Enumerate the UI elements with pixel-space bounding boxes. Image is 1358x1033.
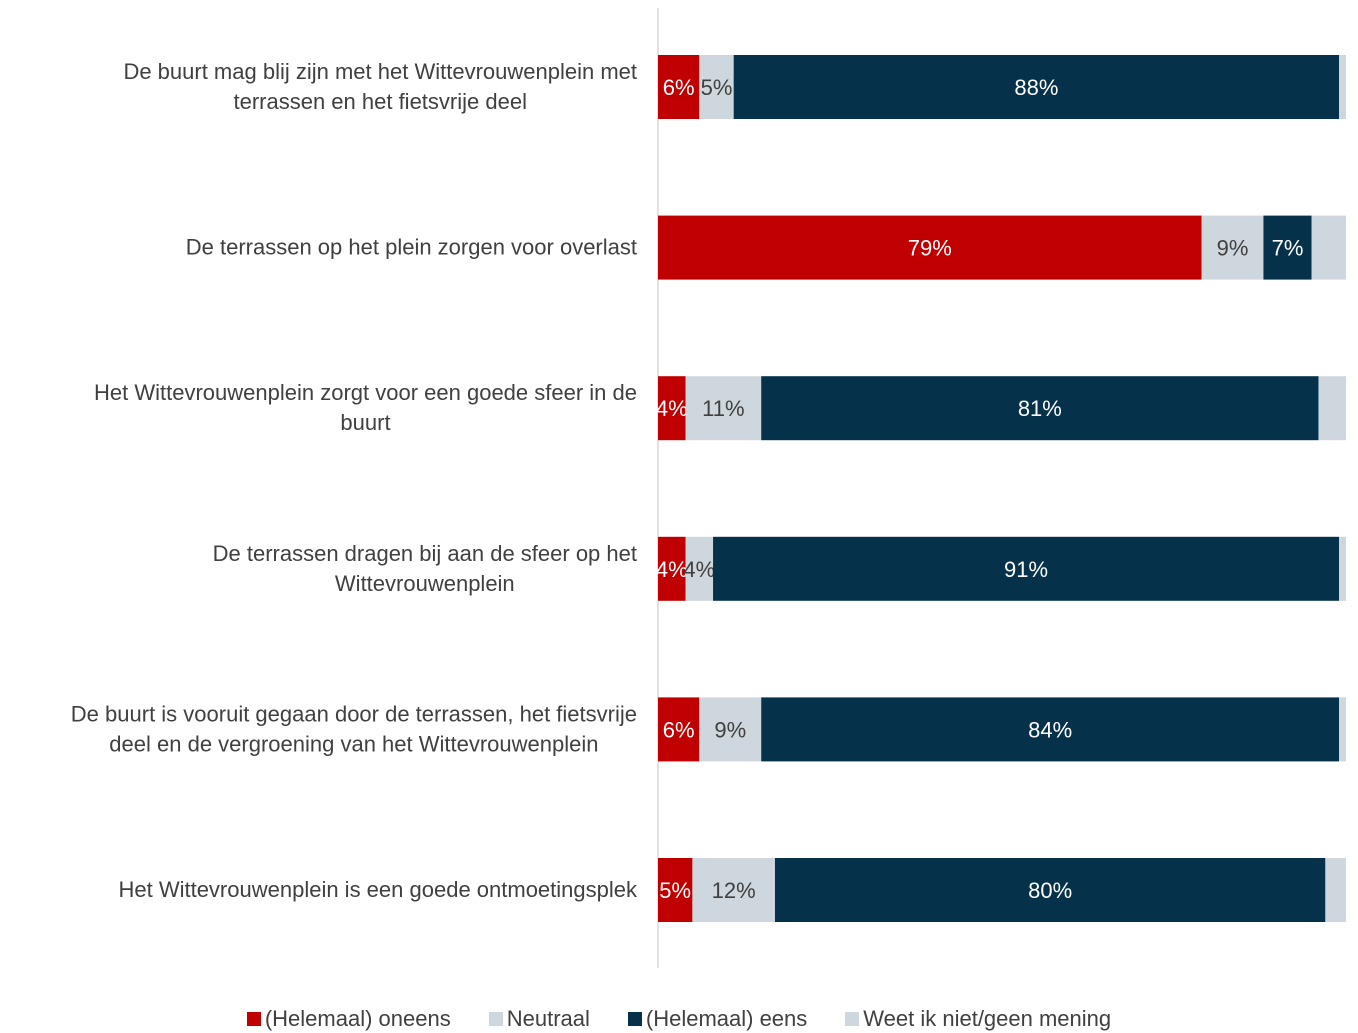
bar-segment xyxy=(1325,858,1346,922)
bar-segment xyxy=(1339,55,1346,119)
category-label-line: Het Wittevrouwenplein zorgt voor een goe… xyxy=(94,380,637,405)
data-label: 6% xyxy=(663,75,695,100)
bar-segment xyxy=(685,376,762,441)
legend-swatch xyxy=(845,1012,860,1026)
legend-swatch xyxy=(627,1012,642,1026)
category-label: De terrassen op het plein zorgen voor ov… xyxy=(186,235,637,260)
bar-segment xyxy=(658,55,700,119)
bar-segment xyxy=(685,536,714,601)
bar-segment xyxy=(699,697,762,762)
chart-legend: (Helemaal) oneens Neutraal (Helemaal) eens… xyxy=(0,1006,1358,1032)
category-label-line: De buurt mag blij zijn met het Wittevrou… xyxy=(123,59,637,84)
legend-item: Weet ik niet/geen mening xyxy=(845,1006,1111,1032)
category-label-line: Het Wittevrouwenplein is een goede ontmo… xyxy=(118,877,638,902)
bar-segment xyxy=(658,376,686,441)
category-label: Het Wittevrouwenplein is een goede ontmo… xyxy=(118,877,638,902)
bar-segment xyxy=(761,697,1340,762)
legend-swatch xyxy=(246,1012,261,1026)
legend-label: (Helemaal) oneens xyxy=(264,1006,451,1031)
legend-swatch xyxy=(488,1012,503,1026)
data-label: 9% xyxy=(714,717,746,742)
category-label-line: De buurt is vooruit gegaan door de terra… xyxy=(71,701,637,726)
legend-item: (Helemaal) eens xyxy=(627,1006,808,1032)
bar-segment xyxy=(658,858,693,922)
data-label: 7% xyxy=(1272,236,1304,261)
category-label: De buurt is vooruit gegaan door de terra… xyxy=(71,701,637,756)
bar-segment xyxy=(692,858,775,922)
legend-item: (Helemaal) oneens xyxy=(246,1006,451,1032)
data-label: 4% xyxy=(656,557,688,582)
data-label: 5% xyxy=(701,75,733,100)
category-label-line: De terrassen op het plein zorgen voor ov… xyxy=(186,235,637,260)
category-label-line: terrassen en het fietsvrije deel xyxy=(233,89,527,114)
bar-segment xyxy=(658,536,686,601)
bar-segment xyxy=(658,215,1202,280)
category-label-line: Wittevrouwenplein xyxy=(335,571,515,596)
legend-label: (Helemaal) eens xyxy=(645,1006,808,1031)
bar-segment xyxy=(1311,215,1346,280)
data-label: 88% xyxy=(1014,75,1058,100)
legend-label: Weet ik niet/geen mening xyxy=(863,1006,1112,1031)
category-label-line: deel en de vergroening van het Wittevrou… xyxy=(109,731,598,756)
data-label: 5% xyxy=(659,878,691,903)
legend-item: Neutraal xyxy=(488,1006,590,1032)
bar-segment xyxy=(1263,215,1312,280)
data-label: 4% xyxy=(683,557,715,582)
data-label: 79% xyxy=(908,236,952,261)
data-label: 80% xyxy=(1028,878,1072,903)
category-label: De buurt mag blij zijn met het Wittevrou… xyxy=(123,59,637,114)
category-label-line: De terrassen dragen bij aan de sfeer op … xyxy=(213,541,637,566)
stacked-bar-chart: De buurt mag blij zijn met het Wittevrou… xyxy=(71,8,1346,968)
data-label: 11% xyxy=(702,396,744,421)
bar-segment xyxy=(1339,697,1346,762)
data-label: 81% xyxy=(1018,396,1062,421)
data-label: 6% xyxy=(663,717,695,742)
bar-segment xyxy=(774,858,1326,922)
legend-label: Neutraal xyxy=(506,1006,590,1031)
category-label-line: buurt xyxy=(340,410,390,435)
bar-segment xyxy=(733,55,1340,119)
bar-segment xyxy=(699,55,734,119)
data-label: 9% xyxy=(1217,236,1249,261)
category-label: Het Wittevrouwenplein zorgt voor een goe… xyxy=(94,380,637,435)
category-label: De terrassen dragen bij aan de sfeer op … xyxy=(213,541,637,596)
bar-segment xyxy=(713,536,1340,601)
data-label: 12% xyxy=(712,878,756,903)
data-label: 4% xyxy=(656,396,688,421)
bar-segment xyxy=(658,697,700,762)
data-label: 84% xyxy=(1028,717,1072,742)
data-label: 91% xyxy=(1004,557,1048,582)
bar-segment xyxy=(1201,215,1264,280)
bar-segment xyxy=(761,376,1319,441)
bar-segment xyxy=(1318,376,1346,441)
bar-segment xyxy=(1339,536,1346,601)
